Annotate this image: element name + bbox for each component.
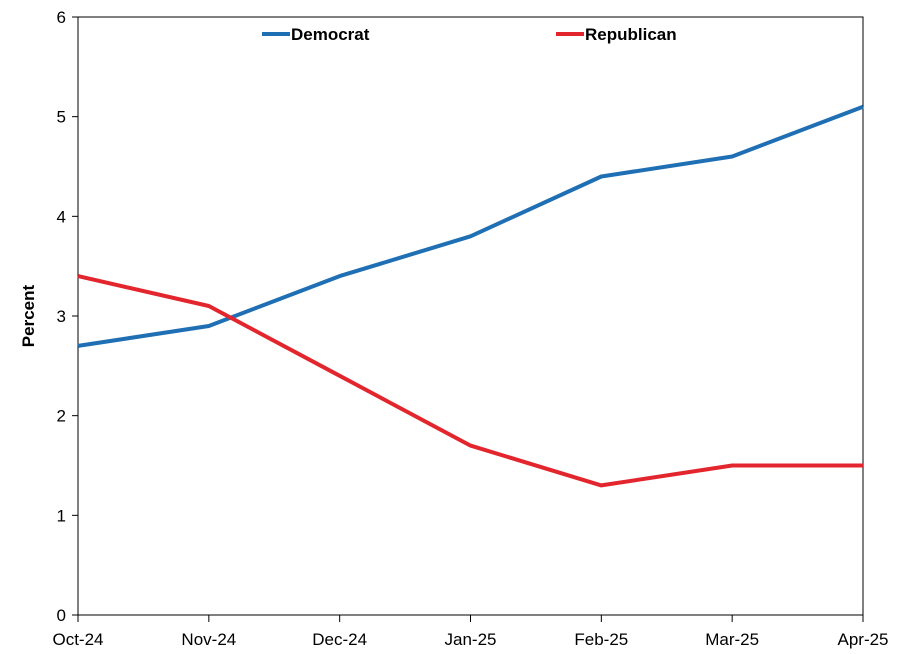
- legend-label-republican: Republican: [585, 25, 677, 44]
- y-tick-label: 2: [57, 407, 66, 426]
- x-tick-label: Jan-25: [445, 630, 497, 649]
- y-tick-label: 6: [57, 8, 66, 27]
- plot-area-border: [77, 16, 864, 616]
- series-line-democrat: [77, 104, 864, 348]
- y-tick-label: 1: [57, 506, 66, 525]
- x-tick-label: Oct-24: [52, 630, 103, 649]
- x-tick-label: Nov-24: [181, 630, 236, 649]
- x-tick-label: Mar-25: [705, 630, 759, 649]
- y-tick-label: 0: [57, 606, 66, 625]
- series-line-republican: [77, 274, 863, 488]
- y-tick-label: 4: [57, 207, 66, 226]
- legend-label-democrat: Democrat: [291, 25, 370, 44]
- series-lines: [77, 104, 864, 488]
- y-tick-label: 5: [57, 108, 66, 127]
- y-axis: 0 1 2 3 4 5 6: [57, 8, 78, 625]
- x-axis: Oct-24 Nov-24 Dec-24 Jan-25 Feb-25 Mar-25 Apr-…: [52, 615, 889, 649]
- x-tick-label: Dec-24: [312, 630, 367, 649]
- y-tick-label: 3: [57, 307, 66, 326]
- x-tick-label: Apr-25: [837, 630, 888, 649]
- legend: Democrat Republican: [262, 25, 677, 44]
- x-tick-label: Feb-25: [574, 630, 628, 649]
- y-axis-title: Percent: [19, 284, 38, 347]
